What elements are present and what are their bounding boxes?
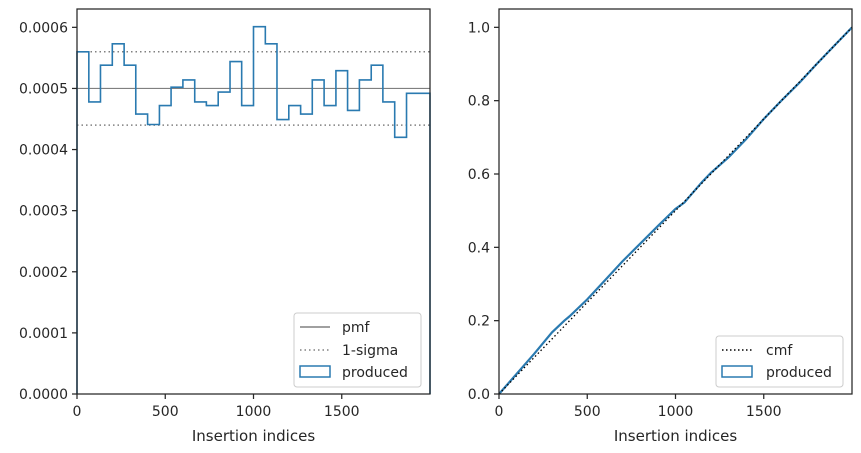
y-tick-label: 0.8 — [468, 94, 490, 110]
x-tick-label: 500 — [574, 404, 601, 420]
pmf-x-axis-label: Insertion indices — [192, 427, 315, 445]
y-tick-label: 0.2 — [468, 314, 490, 330]
pmf-legend: pmf 1-sigma produced — [293, 312, 422, 388]
x-tick-label: 1500 — [324, 404, 360, 420]
cmf-legend-box — [715, 335, 844, 388]
x-tick-label: 1000 — [236, 404, 272, 420]
y-tick-label: 0.0006 — [19, 20, 68, 36]
y-tick-label: 0.0 — [468, 387, 490, 403]
cmf-panel: 0 500 1000 1500 0.0 0.2 0.4 0.6 0.8 1.0 Insertio… — [468, 8, 853, 445]
y-tick-label: 0.0004 — [19, 143, 68, 159]
pmf-series-layer — [76, 25, 431, 394]
produced-step-series — [76, 25, 431, 394]
legend-produced-swatch — [299, 365, 331, 378]
pmf-x-ticks: 0 500 1000 1500 — [73, 394, 360, 420]
y-tick-label: 0.0003 — [19, 204, 68, 220]
x-tick-label: 0 — [495, 404, 504, 420]
cmf-y-ticks: 0.0 0.2 0.4 0.6 0.8 1.0 — [468, 20, 499, 403]
legend-pmf-label: pmf — [342, 320, 371, 336]
cmf-x-axis-label: Insertion indices — [614, 427, 737, 445]
y-tick-label: 0.4 — [468, 240, 490, 256]
legend-produced-label: produced — [342, 365, 408, 381]
y-tick-label: 0.6 — [468, 167, 490, 183]
x-tick-label: 500 — [152, 404, 179, 420]
y-tick-label: 0.0001 — [19, 326, 68, 342]
y-tick-label: 1.0 — [468, 20, 490, 36]
x-tick-label: 1000 — [658, 404, 694, 420]
pmf-panel: 0 500 1000 1500 0.00000.00010.00020.00030.0… — [19, 8, 431, 445]
y-tick-label: 0.0005 — [19, 81, 68, 97]
x-tick-label: 0 — [73, 404, 82, 420]
cmf-line — [498, 26, 853, 395]
legend-cmf-produced-label: produced — [766, 365, 832, 381]
pmf-legend-box — [293, 312, 422, 388]
legend-cmf-label: cmf — [766, 343, 793, 359]
x-tick-label: 1500 — [746, 404, 782, 420]
legend-cmf-produced-swatch — [721, 365, 753, 378]
cmf-x-ticks: 0 500 1000 1500 — [495, 394, 782, 420]
y-tick-label: 0.0000 — [19, 387, 68, 403]
pmf-y-ticks: 0.0000 0.0001 0.0002 0.0003 0.0004 0.0005 0.00… — [19, 20, 77, 403]
y-tick-label: 0.0002 — [19, 265, 68, 281]
legend-1-sigma-label: 1-sigma — [342, 343, 398, 359]
cmf-series-layer — [498, 26, 853, 395]
cmf-legend: cmf produced — [715, 335, 844, 388]
